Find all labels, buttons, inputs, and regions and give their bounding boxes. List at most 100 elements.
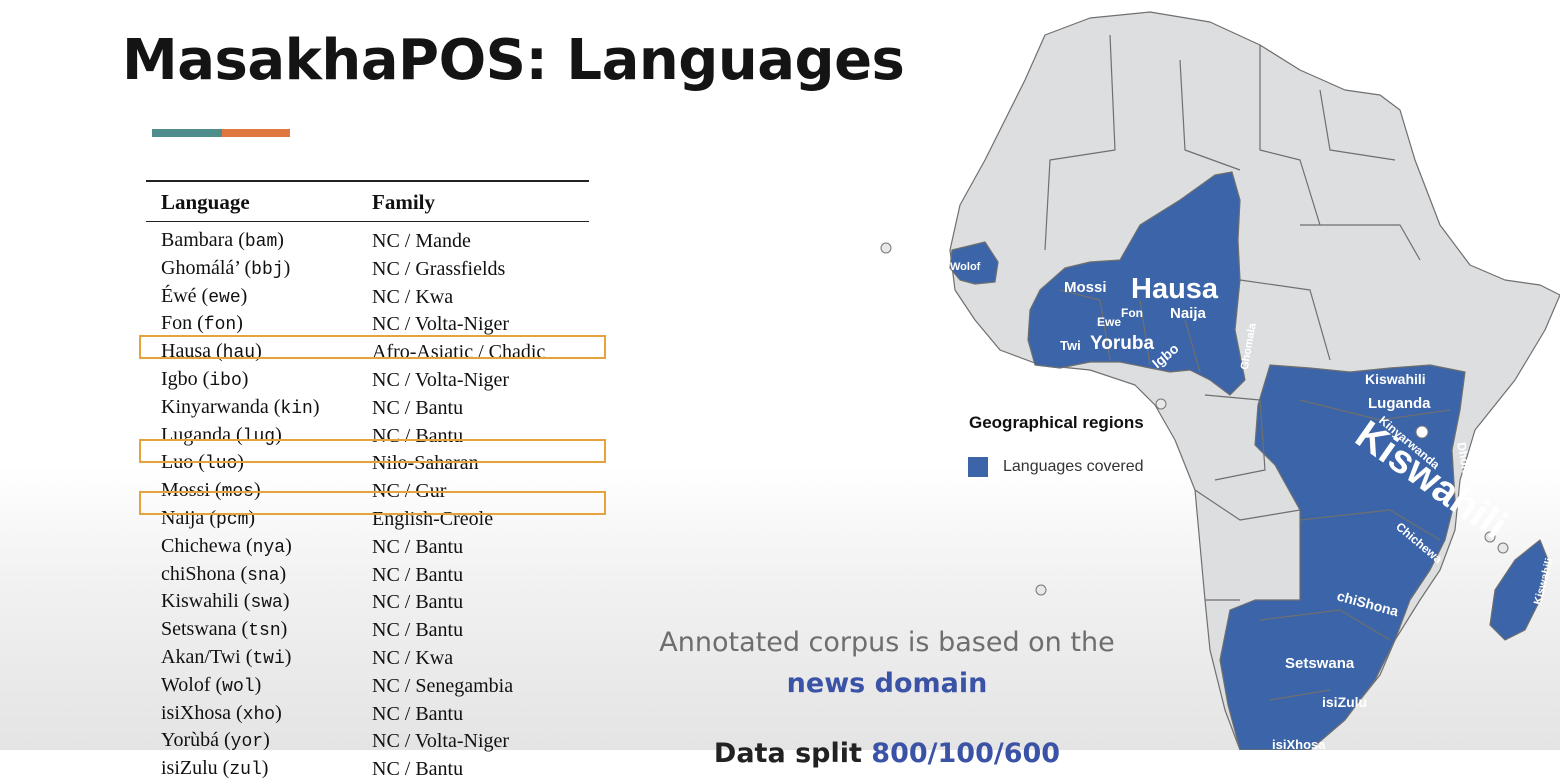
language-cell: isiXhosa (xho) bbox=[161, 701, 282, 725]
table-row: Luganda (lug) NC / Bantu bbox=[146, 423, 589, 451]
language-cell: chiShona (sna) bbox=[161, 562, 287, 586]
label-setswana: Setswana bbox=[1285, 655, 1355, 672]
family-cell: NC / Volta-Niger bbox=[372, 313, 510, 336]
table-header-row: Language Family bbox=[146, 180, 589, 222]
table-row: Setswana (tsn) NC / Bantu bbox=[146, 617, 589, 645]
language-code: zul bbox=[229, 760, 262, 781]
header-family: Family bbox=[357, 180, 589, 222]
language-name: Naija bbox=[161, 506, 205, 529]
language-code: nya bbox=[252, 537, 286, 558]
table-row: Mossi (mos) NC / Gur bbox=[146, 478, 589, 506]
language-cell: Hausa (hau) bbox=[161, 340, 262, 364]
data-split-label: Data split bbox=[713, 738, 872, 769]
region-wolof bbox=[949, 241, 999, 285]
language-name: Igbo bbox=[161, 367, 198, 390]
table-row: Naija (pcm) English-Creole bbox=[146, 506, 589, 534]
family-cell: NC / Mande bbox=[372, 230, 471, 252]
label-wolof: Wolof bbox=[950, 261, 981, 273]
family-cell: NC / Kwa bbox=[372, 646, 454, 669]
family-cell: NC / Bantu bbox=[372, 563, 464, 586]
language-cell: Bambara (bam) bbox=[161, 229, 284, 252]
language-cell: Naija (pcm) bbox=[161, 506, 256, 530]
language-name: isiZulu bbox=[161, 757, 218, 780]
language-cell: Luo (luo) bbox=[161, 451, 244, 475]
language-cell: Igbo (ibo) bbox=[161, 367, 249, 391]
language-cell: Éwé (ewe) bbox=[161, 284, 248, 308]
family-cell: NC / Grassfields bbox=[372, 257, 506, 280]
table-row: Ghomálá’ (bbj) NC / Grassfields bbox=[146, 256, 589, 284]
language-code: swa bbox=[250, 593, 283, 614]
language-cell: Mossi (mos) bbox=[161, 479, 261, 503]
family-cell: NC / Bantu bbox=[372, 396, 464, 419]
language-name: Éwé bbox=[161, 284, 197, 307]
language-name: Luganda bbox=[161, 423, 231, 446]
language-code: lug bbox=[242, 426, 276, 447]
language-name: Wolof bbox=[161, 673, 211, 696]
language-code: kin bbox=[280, 398, 313, 419]
family-cell: NC / Bantu bbox=[372, 591, 464, 614]
label-kiswahili-north: Kiswahili bbox=[1365, 371, 1426, 387]
label-isizulu: isiZulu bbox=[1322, 694, 1367, 710]
table-row: Luo (luo) Nilo-Saharan bbox=[146, 450, 589, 478]
corpus-note: Annotated corpus is based on the bbox=[659, 627, 1115, 658]
language-code: pcm bbox=[215, 509, 249, 530]
label-naija: Naija bbox=[1170, 305, 1207, 322]
language-cell: Chichewa (nya) bbox=[161, 534, 292, 558]
language-name: Bambara bbox=[161, 229, 234, 251]
language-name: Fon bbox=[161, 312, 193, 335]
family-cell: NC / Volta-Niger bbox=[372, 368, 510, 391]
language-cell: Luganda (lug) bbox=[161, 423, 282, 447]
family-cell: English-Creole bbox=[372, 507, 494, 530]
family-cell: NC / Bantu bbox=[372, 619, 464, 642]
family-cell: NC / Bantu bbox=[372, 535, 464, 558]
language-name: Mossi bbox=[161, 479, 210, 502]
language-code: ibo bbox=[209, 370, 242, 391]
language-code: twi bbox=[252, 648, 285, 669]
language-cell: Kinyarwanda (kin) bbox=[161, 395, 320, 419]
language-cell: Fon (fon) bbox=[161, 312, 243, 336]
language-code: luo bbox=[204, 454, 238, 475]
language-cell: Ghomálá’ (bbj) bbox=[161, 256, 291, 280]
family-cell: NC / Bantu bbox=[372, 702, 464, 725]
table-row: Igbo (ibo) NC / Volta-Niger bbox=[146, 367, 589, 395]
table-row: isiZulu (zul) NC / Bantu bbox=[146, 756, 589, 784]
legend-swatch bbox=[968, 457, 988, 477]
language-name: Yorùbá bbox=[161, 729, 219, 752]
family-cell: Nilo-Saharan bbox=[372, 452, 479, 475]
language-code: wol bbox=[222, 676, 255, 697]
family-cell: NC / Gur bbox=[372, 480, 447, 503]
language-code: sna bbox=[247, 565, 280, 586]
language-cell: Wolof (wol) bbox=[161, 673, 262, 697]
language-code: mos bbox=[221, 482, 254, 503]
table-row: Kinyarwanda (kin) NC / Bantu bbox=[146, 395, 589, 423]
africa-map: Wolof Mossi Hausa Fon Naija Ewe Twi Yoru… bbox=[880, 11, 1560, 750]
legend-title: Geographical regions bbox=[969, 413, 1144, 432]
label-ewe: Ewe bbox=[1097, 315, 1121, 329]
languages-table: Language Family Bambara (bam) NC / Mande G… bbox=[146, 180, 589, 784]
table-row: Yorùbá (yor) NC / Volta-Niger bbox=[146, 728, 589, 756]
table-row: Éwé (ewe) NC / Kwa bbox=[146, 284, 589, 312]
table-row: Akan/Twi (twi) NC / Kwa bbox=[146, 645, 589, 673]
table-row: chiShona (sna) NC / Bantu bbox=[146, 562, 589, 590]
language-name: isiXhosa bbox=[161, 701, 231, 724]
language-name: chiShona bbox=[161, 562, 236, 585]
language-cell: Kiswahili (swa) bbox=[161, 590, 290, 614]
language-code: bbj bbox=[251, 259, 284, 280]
family-cell: NC / Bantu bbox=[372, 758, 464, 781]
language-code: tsn bbox=[248, 621, 281, 642]
language-code: ewe bbox=[208, 287, 241, 308]
language-name: Luo bbox=[161, 451, 194, 474]
language-name: Kinyarwanda bbox=[161, 395, 269, 418]
language-code: bam bbox=[244, 232, 278, 252]
family-cell: NC / Senegambia bbox=[372, 674, 514, 697]
region-east-southern bbox=[1219, 364, 1466, 750]
news-domain-text: news domain bbox=[786, 668, 988, 699]
madagascar bbox=[1489, 539, 1549, 641]
family-cell: NC / Volta-Niger bbox=[372, 730, 510, 753]
label-mossi: Mossi bbox=[1064, 279, 1107, 296]
language-code: fon bbox=[203, 315, 237, 336]
table-row: Chichewa (nya) NC / Bantu bbox=[146, 534, 589, 562]
header-language: Language bbox=[146, 180, 357, 222]
language-name: Setswana bbox=[161, 618, 237, 641]
language-cell: Yorùbá (yor) bbox=[161, 729, 270, 753]
